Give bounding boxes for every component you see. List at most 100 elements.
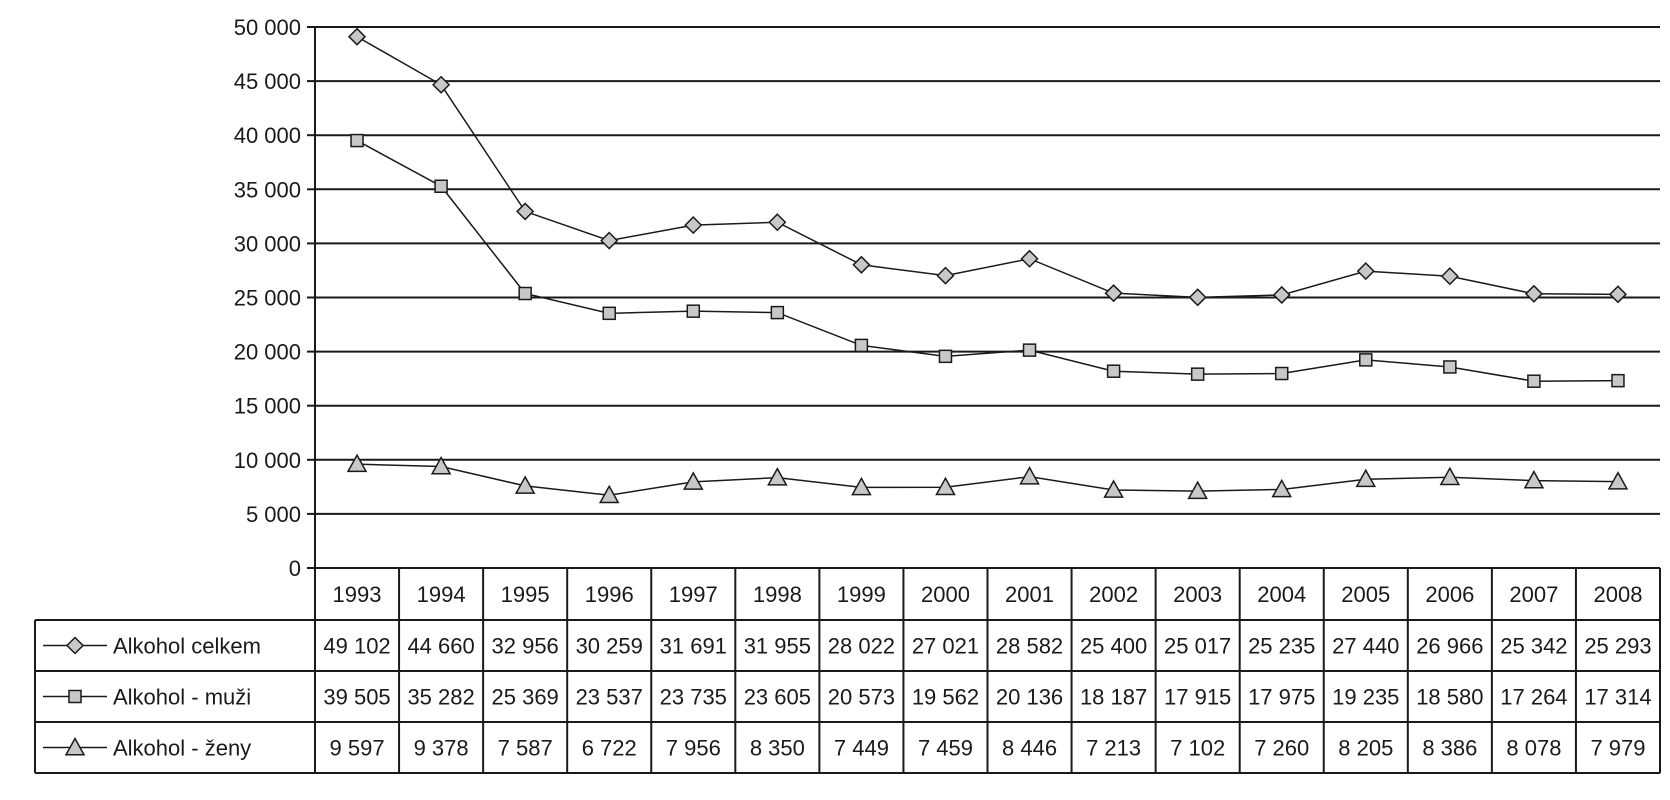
y-tick-label: 45 000 <box>234 69 301 94</box>
data-point <box>854 338 869 353</box>
legend-label: Alkohol - ženy <box>113 736 251 761</box>
x-tick-label: 2006 <box>1425 582 1474 607</box>
data-label: 32 956 <box>492 634 559 659</box>
x-tick-label: 2003 <box>1173 582 1222 607</box>
data-label: 25 293 <box>1584 634 1651 659</box>
data-label: 7 102 <box>1170 736 1225 761</box>
legend-marker <box>64 736 86 756</box>
series-diamond <box>347 27 1628 307</box>
x-tick-label: 1997 <box>669 582 718 607</box>
data-label: 7 459 <box>918 736 973 761</box>
data-label: 25 342 <box>1500 634 1567 659</box>
data-point <box>1523 470 1545 489</box>
data-label: 19 562 <box>912 685 979 710</box>
data-point <box>852 255 871 274</box>
data-point <box>1190 367 1205 381</box>
data-label: 25 400 <box>1080 634 1147 659</box>
y-tick-label: 15 000 <box>234 394 301 419</box>
data-label: 7 956 <box>666 736 721 761</box>
data-point <box>1359 353 1373 367</box>
data-point <box>1022 343 1037 357</box>
y-tick-label: 0 <box>289 556 301 581</box>
data-label: 49 102 <box>323 634 390 659</box>
data-point <box>767 467 788 486</box>
x-tick-label: 2004 <box>1257 582 1306 607</box>
y-tick-label: 20 000 <box>234 340 301 365</box>
data-label: 9 378 <box>414 736 469 761</box>
data-label: 17 975 <box>1248 685 1315 710</box>
data-label: 7 587 <box>498 736 553 761</box>
data-point <box>1106 364 1121 378</box>
data-label: 23 537 <box>576 685 643 710</box>
data-point <box>938 349 953 364</box>
data-point <box>432 75 451 94</box>
legend-label: Alkohol celkem <box>113 634 261 659</box>
data-point <box>430 455 452 475</box>
data-label: 8 350 <box>750 736 805 761</box>
legend-marker <box>68 689 82 704</box>
data-label: 25 017 <box>1164 634 1231 659</box>
x-tick-label: 2005 <box>1341 582 1390 607</box>
data-point <box>1187 480 1208 500</box>
data-point <box>516 202 535 221</box>
data-label: 18 187 <box>1080 685 1147 710</box>
legend-marker <box>65 636 85 655</box>
data-label: 30 259 <box>576 634 643 659</box>
data-label: 23 605 <box>744 685 811 710</box>
data-point <box>598 484 620 504</box>
data-point <box>1611 373 1625 388</box>
data-point <box>1103 479 1124 498</box>
data-point <box>1274 366 1289 381</box>
x-tick-label: 2007 <box>1509 582 1558 607</box>
y-tick-label: 30 000 <box>234 231 301 256</box>
data-point <box>684 216 703 235</box>
data-label: 8 446 <box>1002 736 1057 761</box>
data-point <box>686 304 701 318</box>
series-triangle <box>346 453 1629 504</box>
x-tick-label: 1996 <box>585 582 634 607</box>
data-point <box>1608 285 1628 304</box>
data-label: 8 205 <box>1338 736 1393 761</box>
x-tick-label: 2000 <box>921 582 970 607</box>
data-label: 7 449 <box>834 736 889 761</box>
data-label: 25 369 <box>492 685 559 710</box>
y-tick-label: 50 000 <box>234 15 301 40</box>
data-point <box>350 133 364 148</box>
data-label: 7 260 <box>1254 736 1309 761</box>
series-line <box>356 139 1618 382</box>
x-tick-label: 1994 <box>417 582 466 607</box>
data-point <box>347 27 367 46</box>
data-point <box>935 476 956 496</box>
data-label: 31 691 <box>660 634 727 659</box>
x-tick-label: 1999 <box>837 582 886 607</box>
series-line <box>356 36 1618 299</box>
data-label: 8 386 <box>1422 736 1477 761</box>
data-point <box>1019 466 1040 485</box>
data-point <box>768 213 787 232</box>
data-point <box>346 453 368 473</box>
data-label: 18 580 <box>1416 685 1483 710</box>
y-tick-label: 35 000 <box>234 177 301 202</box>
data-point <box>1439 466 1461 486</box>
data-point <box>1271 478 1292 498</box>
x-tick-label: 2001 <box>1005 582 1054 607</box>
data-label: 7 979 <box>1590 736 1645 761</box>
legend-label: Alkohol - muži <box>113 685 251 710</box>
data-point <box>936 266 955 285</box>
data-label: 20 136 <box>996 685 1063 710</box>
y-tick-label: 40 000 <box>234 123 301 148</box>
data-label: 19 235 <box>1332 685 1399 710</box>
data-label: 27 440 <box>1332 634 1399 659</box>
data-point <box>770 305 785 320</box>
x-tick-label: 2002 <box>1089 582 1138 607</box>
data-point <box>1524 284 1543 303</box>
y-tick-label: 25 000 <box>234 286 301 311</box>
data-point <box>1188 288 1207 307</box>
y-tick-label: 10 000 <box>234 448 301 473</box>
x-tick-label: 1995 <box>501 582 550 607</box>
data-point <box>1607 471 1629 490</box>
series-line <box>357 463 1618 497</box>
data-label: 17 314 <box>1584 685 1651 710</box>
data-point <box>514 475 536 494</box>
